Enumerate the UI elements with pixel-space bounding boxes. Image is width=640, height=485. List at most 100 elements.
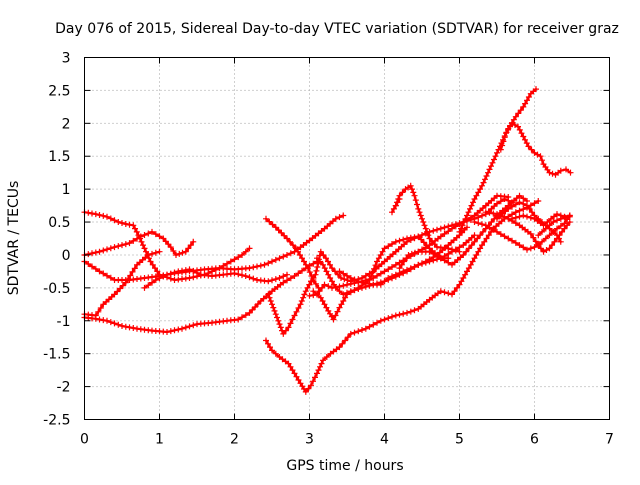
data-point-marker xyxy=(280,253,287,260)
data-point-marker xyxy=(549,242,555,249)
data-point-marker xyxy=(242,273,249,279)
data-point-marker xyxy=(325,283,332,290)
data-point-marker xyxy=(437,288,444,295)
data-point-marker xyxy=(509,215,515,222)
data-point-marker xyxy=(263,337,269,344)
data-point-marker xyxy=(173,252,179,258)
data-point-marker xyxy=(396,196,403,203)
data-point-marker xyxy=(284,252,290,258)
data-point-marker xyxy=(133,228,140,235)
data-point-marker xyxy=(540,222,547,229)
data-point-marker xyxy=(340,270,347,277)
data-point-marker xyxy=(474,235,481,242)
data-point-marker xyxy=(526,205,533,212)
data-point-marker xyxy=(231,270,238,277)
data-point-marker xyxy=(281,232,288,239)
data-point-marker xyxy=(529,209,535,216)
data-point-marker xyxy=(546,169,553,176)
data-point-marker xyxy=(107,215,114,222)
data-point-marker xyxy=(284,271,290,278)
data-point-marker xyxy=(92,249,99,256)
data-point-marker xyxy=(85,251,92,258)
data-point-marker xyxy=(392,312,399,319)
data-point-marker xyxy=(186,323,193,330)
data-point-marker xyxy=(562,214,569,221)
data-point-marker xyxy=(479,221,485,228)
data-point-marker xyxy=(149,250,155,257)
data-point-marker xyxy=(422,259,429,266)
data-point-marker xyxy=(344,281,350,288)
data-point-marker xyxy=(85,209,92,216)
data-point-marker xyxy=(522,136,528,143)
data-point-marker xyxy=(539,157,545,164)
data-point-marker xyxy=(182,324,189,331)
data-point-marker xyxy=(456,221,463,228)
data-point-marker xyxy=(280,279,287,286)
data-point-marker xyxy=(318,360,325,367)
data-point-marker xyxy=(246,274,253,281)
data-point-marker xyxy=(468,242,475,249)
data-point-marker xyxy=(141,245,148,252)
data-point-marker xyxy=(445,255,452,262)
data-point-marker xyxy=(426,248,433,255)
data-point-marker xyxy=(340,212,347,219)
data-point-marker xyxy=(465,245,472,252)
data-point-marker xyxy=(544,219,551,225)
data-point-marker xyxy=(566,219,573,226)
data-point-marker xyxy=(137,233,144,240)
data-point-marker xyxy=(164,271,170,278)
series-arc-20 xyxy=(494,199,564,245)
data-point-marker xyxy=(149,261,156,268)
data-point-marker xyxy=(422,225,429,232)
data-point-marker xyxy=(336,288,343,295)
data-point-marker xyxy=(254,301,261,307)
data-point-marker xyxy=(339,340,346,347)
data-point-marker xyxy=(305,265,311,272)
data-point-marker xyxy=(239,314,245,321)
data-point-marker xyxy=(546,222,553,229)
data-point-marker xyxy=(554,225,560,232)
y-tick-label: 2 xyxy=(62,116,71,132)
data-point-marker xyxy=(518,130,525,137)
data-point-marker xyxy=(280,273,287,280)
data-point-marker xyxy=(399,189,406,196)
y-tick-label: -0.5 xyxy=(43,281,70,297)
data-point-marker xyxy=(323,304,330,311)
data-point-marker xyxy=(182,267,189,274)
data-point-marker xyxy=(420,219,427,225)
data-point-marker xyxy=(304,284,311,291)
data-point-marker xyxy=(92,211,99,218)
data-point-marker xyxy=(126,240,133,247)
data-point-marker xyxy=(107,245,114,252)
data-point-marker xyxy=(323,354,330,360)
data-point-marker xyxy=(269,221,276,228)
data-point-marker xyxy=(381,278,388,285)
data-point-marker xyxy=(231,256,238,263)
data-point-marker xyxy=(336,344,343,351)
data-point-marker xyxy=(368,273,374,280)
data-point-marker xyxy=(559,228,565,235)
data-point-marker xyxy=(516,126,523,133)
data-point-marker xyxy=(401,258,407,265)
data-point-marker xyxy=(512,239,519,246)
data-point-marker xyxy=(295,305,302,311)
data-point-marker xyxy=(152,265,158,272)
data-point-marker xyxy=(492,153,499,160)
data-point-marker xyxy=(441,224,448,231)
data-point-marker xyxy=(403,255,410,262)
data-point-marker xyxy=(314,264,321,270)
data-point-marker xyxy=(312,271,319,278)
data-point-marker xyxy=(275,317,282,324)
data-point-marker xyxy=(92,265,99,272)
data-point-marker xyxy=(525,94,532,100)
data-point-marker xyxy=(271,307,278,314)
data-point-marker xyxy=(411,264,418,270)
data-point-marker xyxy=(100,270,107,277)
data-point-marker xyxy=(265,340,271,347)
data-point-marker xyxy=(130,222,137,229)
chart-title: Day 076 of 2015, Sidereal Day-to-day VTE… xyxy=(55,21,619,37)
data-point-marker xyxy=(497,146,504,153)
data-point-marker xyxy=(535,197,542,204)
x-tick-label: 0 xyxy=(80,432,89,448)
data-point-marker xyxy=(483,173,490,179)
